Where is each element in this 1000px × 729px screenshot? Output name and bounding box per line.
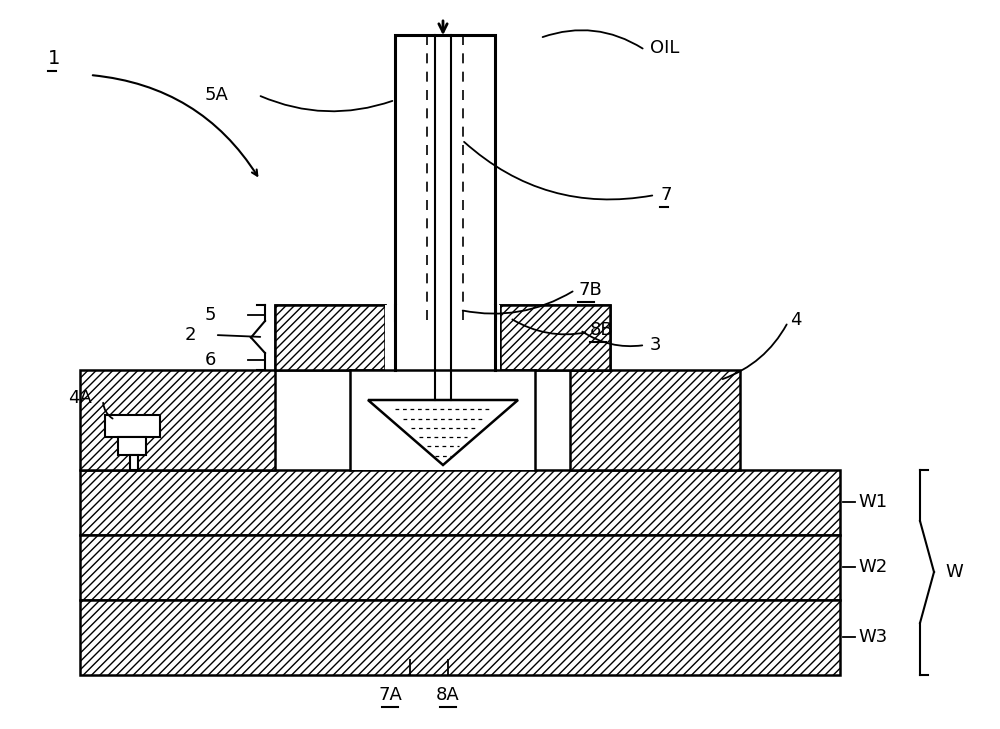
Text: 4: 4 [790, 311, 802, 329]
Bar [570, 370, 740, 470]
Text: 1: 1 [48, 49, 60, 68]
Text: 7B: 7B [578, 281, 602, 299]
Text: OIL: OIL [650, 39, 679, 57]
Bar [80, 535, 840, 600]
Text: 6: 6 [205, 351, 216, 369]
Text: 3: 3 [650, 336, 662, 354]
Text: 7A: 7A [378, 686, 402, 704]
Bar [275, 305, 385, 370]
Bar [350, 370, 535, 470]
Text: 7: 7 [660, 186, 672, 204]
Bar [395, 305, 495, 370]
Bar [118, 437, 146, 455]
Bar [500, 305, 610, 370]
Bar [275, 305, 385, 370]
Bar [105, 415, 160, 437]
Text: 8A: 8A [436, 686, 460, 704]
Text: W3: W3 [858, 628, 887, 646]
Bar [500, 305, 610, 370]
Bar [385, 305, 500, 370]
Text: W2: W2 [858, 558, 887, 576]
Text: 5A: 5A [205, 86, 229, 104]
Text: 4A: 4A [68, 389, 92, 407]
Bar [80, 470, 840, 535]
Text: 8B: 8B [590, 321, 614, 339]
Text: 2: 2 [185, 326, 196, 344]
Text: W1: W1 [858, 493, 887, 511]
Text: W: W [945, 563, 963, 581]
Bar [395, 35, 495, 320]
Bar [80, 370, 275, 470]
Bar [80, 600, 840, 675]
Bar [130, 455, 138, 470]
Polygon shape [368, 400, 518, 465]
Text: 5: 5 [205, 306, 216, 324]
